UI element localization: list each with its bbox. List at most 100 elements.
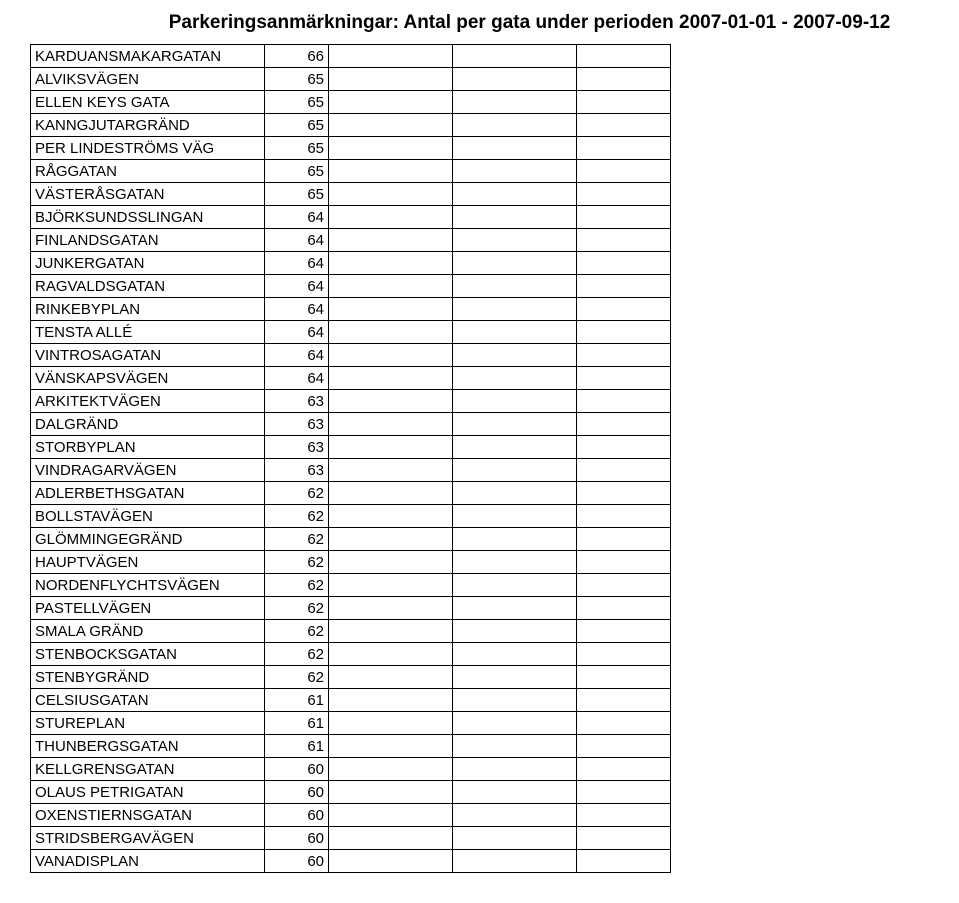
cell-count: 63	[265, 436, 329, 459]
cell-c3	[329, 321, 453, 344]
cell-c4	[453, 804, 577, 827]
cell-count: 62	[265, 482, 329, 505]
cell-street: VÄSTERÅSGATAN	[31, 183, 265, 206]
cell-count: 64	[265, 275, 329, 298]
cell-count: 62	[265, 666, 329, 689]
table-row: SMALA GRÄND62	[31, 620, 671, 643]
table-row: TENSTA ALLÉ64	[31, 321, 671, 344]
cell-street: SMALA GRÄND	[31, 620, 265, 643]
cell-c4	[453, 137, 577, 160]
cell-c4	[453, 252, 577, 275]
cell-c4	[453, 229, 577, 252]
cell-c5	[577, 850, 671, 873]
cell-c5	[577, 298, 671, 321]
table-row: OLAUS PETRIGATAN60	[31, 781, 671, 804]
data-table: KARDUANSMAKARGATAN66ALVIKSVÄGEN65ELLEN K…	[30, 44, 671, 873]
cell-c4	[453, 390, 577, 413]
cell-c5	[577, 252, 671, 275]
cell-c3	[329, 298, 453, 321]
cell-c3	[329, 183, 453, 206]
table-row: ADLERBETHSGATAN62	[31, 482, 671, 505]
cell-count: 65	[265, 183, 329, 206]
cell-count: 64	[265, 367, 329, 390]
table-row: KANNGJUTARGRÄND65	[31, 114, 671, 137]
cell-street: VÄNSKAPSVÄGEN	[31, 367, 265, 390]
cell-c5	[577, 781, 671, 804]
cell-street: RÅGGATAN	[31, 160, 265, 183]
cell-street: BJÖRKSUNDSSLINGAN	[31, 206, 265, 229]
cell-c4	[453, 367, 577, 390]
cell-c3	[329, 850, 453, 873]
cell-c5	[577, 137, 671, 160]
cell-street: KARDUANSMAKARGATAN	[31, 45, 265, 68]
cell-c3	[329, 574, 453, 597]
cell-c3	[329, 275, 453, 298]
cell-c3	[329, 804, 453, 827]
cell-c3	[329, 505, 453, 528]
page: Parkeringsanmärkningar: Antal per gata u…	[0, 0, 959, 903]
table-row: VANADISPLAN60	[31, 850, 671, 873]
cell-c3	[329, 781, 453, 804]
cell-c5	[577, 114, 671, 137]
cell-c4	[453, 160, 577, 183]
cell-c3	[329, 735, 453, 758]
cell-street: KELLGRENSGATAN	[31, 758, 265, 781]
cell-count: 61	[265, 689, 329, 712]
table-row: BJÖRKSUNDSSLINGAN64	[31, 206, 671, 229]
cell-c4	[453, 298, 577, 321]
cell-street: ALVIKSVÄGEN	[31, 68, 265, 91]
cell-count: 64	[265, 344, 329, 367]
cell-c5	[577, 482, 671, 505]
table-row: STRIDSBERGAVÄGEN60	[31, 827, 671, 850]
cell-c3	[329, 229, 453, 252]
cell-c5	[577, 45, 671, 68]
cell-count: 65	[265, 68, 329, 91]
cell-count: 64	[265, 298, 329, 321]
table-row: OXENSTIERNSGATAN60	[31, 804, 671, 827]
cell-count: 62	[265, 643, 329, 666]
cell-count: 62	[265, 597, 329, 620]
table-row: VÄSTERÅSGATAN65	[31, 183, 671, 206]
cell-c5	[577, 413, 671, 436]
cell-street: VINDRAGARVÄGEN	[31, 459, 265, 482]
cell-c3	[329, 45, 453, 68]
table-row: FINLANDSGATAN64	[31, 229, 671, 252]
cell-street: STUREPLAN	[31, 712, 265, 735]
cell-street: CELSIUSGATAN	[31, 689, 265, 712]
cell-c4	[453, 551, 577, 574]
cell-street: HAUPTVÄGEN	[31, 551, 265, 574]
cell-street: STENBYGRÄND	[31, 666, 265, 689]
cell-c3	[329, 68, 453, 91]
table-row: PASTELLVÄGEN62	[31, 597, 671, 620]
cell-street: STRIDSBERGAVÄGEN	[31, 827, 265, 850]
cell-c5	[577, 275, 671, 298]
table-row: STUREPLAN61	[31, 712, 671, 735]
cell-street: ELLEN KEYS GATA	[31, 91, 265, 114]
cell-count: 63	[265, 390, 329, 413]
cell-street: ADLERBETHSGATAN	[31, 482, 265, 505]
cell-c3	[329, 528, 453, 551]
cell-count: 64	[265, 252, 329, 275]
cell-c5	[577, 827, 671, 850]
table-row: RÅGGATAN65	[31, 160, 671, 183]
cell-c4	[453, 482, 577, 505]
cell-c4	[453, 183, 577, 206]
cell-street: THUNBERGSGATAN	[31, 735, 265, 758]
cell-c3	[329, 137, 453, 160]
cell-c3	[329, 643, 453, 666]
cell-c4	[453, 436, 577, 459]
table-row: ARKITEKTVÄGEN63	[31, 390, 671, 413]
cell-count: 65	[265, 114, 329, 137]
cell-c5	[577, 551, 671, 574]
cell-c5	[577, 735, 671, 758]
cell-street: OLAUS PETRIGATAN	[31, 781, 265, 804]
cell-c3	[329, 252, 453, 275]
cell-c3	[329, 413, 453, 436]
cell-street: KANNGJUTARGRÄND	[31, 114, 265, 137]
table-row: ELLEN KEYS GATA65	[31, 91, 671, 114]
cell-c4	[453, 45, 577, 68]
table-row: STENBYGRÄND62	[31, 666, 671, 689]
cell-c5	[577, 666, 671, 689]
table-row: CELSIUSGATAN61	[31, 689, 671, 712]
cell-count: 65	[265, 160, 329, 183]
